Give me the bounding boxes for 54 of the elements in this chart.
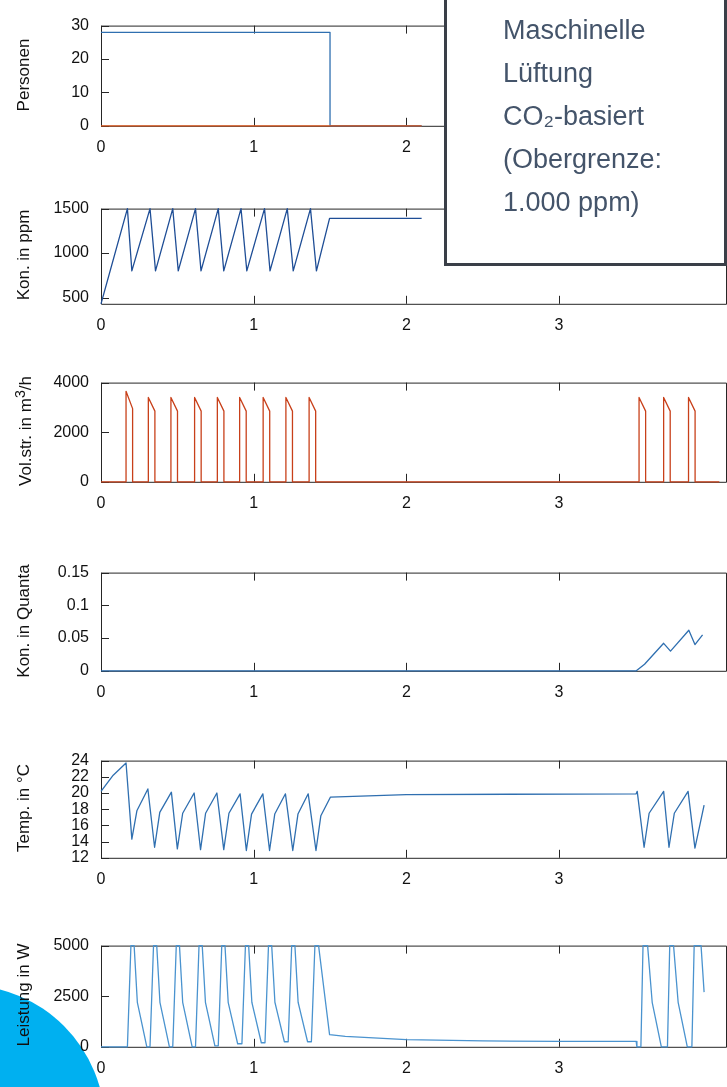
y-tick-label: 10 — [71, 82, 90, 100]
y-tick-label: 0 — [80, 116, 90, 134]
x-tick-label: 1 — [249, 137, 259, 155]
y-tick-label: 500 — [62, 287, 90, 305]
y-tick-label: 1000 — [53, 243, 90, 261]
annotation: Maschinelle Lüftung CO₂-basiert (Obergrenze: 1.000 ppm) — [503, 15, 663, 217]
x-tick-label: 1 — [249, 493, 259, 511]
y-tick-label: 14 — [71, 832, 90, 850]
y-tick-label: 20 — [71, 783, 90, 801]
y-tick-label: 0.05 — [57, 628, 90, 646]
x-tick-label: 2 — [401, 1058, 411, 1076]
x-tick-label: 2 — [401, 315, 411, 333]
y-tick-label: 30 — [71, 16, 90, 34]
y-tick-label: 16 — [71, 815, 90, 833]
x-tick-label: 3 — [554, 493, 564, 511]
x-tick-label: 0 — [96, 682, 106, 700]
y-tick-label: 0.15 — [57, 563, 90, 581]
x-tick-label: 0 — [96, 137, 106, 155]
x-tick-label: 2 — [401, 869, 411, 887]
y-tick-label: 20 — [71, 49, 90, 67]
x-tick-label: 3 — [554, 682, 564, 700]
y-tick-label: 0 — [80, 472, 90, 490]
y-tick-label: 4000 — [53, 373, 90, 391]
y-tick-label: 22 — [71, 767, 90, 785]
x-tick-label: 0 — [96, 493, 106, 511]
y-tick-label: 0 — [80, 1037, 90, 1055]
y-axis-title: Personen — [14, 38, 34, 111]
y-axis-title: Kon. in ppm — [14, 209, 34, 301]
y-tick-label: 2000 — [53, 422, 90, 440]
note-box: Maschinelle Lüftung CO₂-basiert (Obergrenze: 1.000 ppm) — [444, 0, 727, 266]
x-tick-label: 3 — [554, 315, 564, 333]
y-tick-label: 2500 — [53, 986, 90, 1004]
x-tick-label: 3 — [554, 1058, 564, 1076]
y-tick-label: 5000 — [53, 936, 90, 954]
x-tick-label: 0 — [96, 1058, 106, 1076]
y-axis-title: Leistung in W — [14, 943, 34, 1047]
y-tick-label: 12 — [71, 848, 90, 866]
y-tick-label: 0.1 — [66, 595, 90, 613]
x-tick-label: 1 — [249, 682, 259, 700]
y-axis-title: Temp. in °C — [14, 763, 34, 853]
x-tick-label: 1 — [249, 869, 259, 887]
y-tick-label: 0 — [80, 661, 90, 679]
x-tick-label: 2 — [401, 682, 411, 700]
y-axis-title: Kon. in Quanta — [14, 563, 34, 678]
y-tick-label: 24 — [71, 751, 90, 769]
x-tick-label: 2 — [401, 493, 411, 511]
x-tick-label: 2 — [401, 137, 411, 155]
y-tick-label: 1500 — [53, 199, 90, 217]
x-tick-label: 1 — [249, 315, 259, 333]
x-tick-label: 0 — [96, 315, 106, 333]
x-tick-label: 0 — [96, 869, 106, 887]
x-tick-label: 3 — [554, 869, 564, 887]
x-tick-label: 1 — [249, 1058, 259, 1076]
y-tick-label: 18 — [71, 799, 90, 817]
